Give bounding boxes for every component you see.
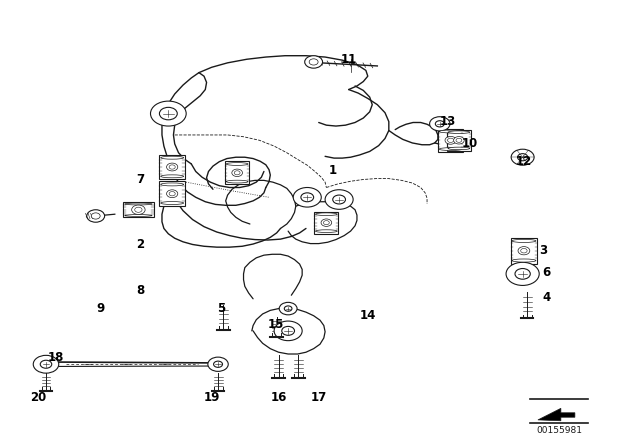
Circle shape	[274, 321, 302, 340]
Circle shape	[40, 360, 52, 368]
Circle shape	[92, 213, 100, 219]
Bar	[123, 202, 154, 217]
Circle shape	[159, 108, 177, 120]
Circle shape	[166, 163, 178, 171]
Ellipse shape	[439, 130, 462, 133]
Ellipse shape	[448, 131, 470, 134]
Ellipse shape	[512, 259, 536, 262]
Text: 7: 7	[136, 173, 145, 186]
Circle shape	[150, 101, 186, 126]
Circle shape	[305, 56, 323, 68]
Text: 8: 8	[136, 284, 145, 297]
Circle shape	[435, 121, 444, 127]
Ellipse shape	[316, 213, 337, 215]
Ellipse shape	[439, 148, 462, 151]
Ellipse shape	[227, 163, 248, 165]
Circle shape	[518, 154, 528, 161]
Text: 6: 6	[542, 267, 550, 280]
Bar	[438, 129, 463, 152]
Text: 3: 3	[539, 244, 547, 257]
Circle shape	[456, 138, 462, 142]
Bar	[159, 155, 185, 179]
Ellipse shape	[161, 183, 184, 186]
Circle shape	[169, 192, 175, 196]
Polygon shape	[538, 408, 575, 421]
Circle shape	[279, 302, 297, 315]
Circle shape	[214, 361, 223, 367]
Text: 19: 19	[204, 391, 220, 404]
Circle shape	[132, 205, 145, 215]
Text: 4: 4	[542, 291, 550, 304]
Bar	[159, 181, 185, 206]
Circle shape	[323, 220, 329, 225]
Text: 16: 16	[270, 391, 287, 404]
Circle shape	[166, 190, 178, 198]
Ellipse shape	[316, 230, 337, 233]
Text: 5: 5	[217, 302, 225, 315]
Circle shape	[515, 268, 531, 279]
Circle shape	[321, 219, 332, 226]
Circle shape	[301, 193, 314, 202]
Circle shape	[511, 149, 534, 165]
Circle shape	[333, 195, 346, 204]
Ellipse shape	[161, 156, 184, 159]
Ellipse shape	[512, 239, 536, 242]
Circle shape	[454, 137, 464, 144]
Bar	[314, 211, 339, 234]
Circle shape	[135, 207, 142, 212]
Circle shape	[33, 355, 59, 373]
Ellipse shape	[161, 175, 184, 178]
Circle shape	[293, 188, 321, 207]
Circle shape	[429, 116, 450, 131]
Text: 00155981: 00155981	[536, 426, 582, 435]
Circle shape	[309, 59, 318, 65]
Text: 20: 20	[30, 391, 47, 404]
Circle shape	[518, 246, 530, 255]
Bar	[447, 129, 471, 151]
Ellipse shape	[448, 147, 470, 150]
Circle shape	[506, 262, 540, 285]
Text: 11: 11	[340, 53, 357, 66]
Bar	[511, 238, 538, 263]
Text: 18: 18	[47, 351, 64, 364]
Circle shape	[284, 306, 292, 311]
Ellipse shape	[161, 202, 184, 204]
Text: 9: 9	[96, 302, 104, 315]
Circle shape	[87, 210, 104, 222]
Circle shape	[282, 327, 294, 335]
Text: 12: 12	[516, 155, 532, 168]
Text: 13: 13	[439, 115, 456, 128]
Text: 1: 1	[329, 164, 337, 177]
Circle shape	[445, 136, 456, 144]
Ellipse shape	[227, 180, 248, 183]
Circle shape	[447, 138, 454, 142]
Text: 2: 2	[136, 237, 145, 250]
Text: 14: 14	[360, 309, 376, 322]
Circle shape	[208, 357, 228, 371]
Circle shape	[325, 190, 353, 209]
Bar	[225, 161, 249, 185]
Ellipse shape	[125, 215, 152, 216]
Text: 10: 10	[461, 138, 478, 151]
Text: 15: 15	[268, 318, 284, 331]
Text: 17: 17	[310, 391, 327, 404]
Ellipse shape	[125, 203, 152, 205]
Circle shape	[234, 171, 240, 175]
Circle shape	[169, 165, 175, 169]
Circle shape	[232, 169, 243, 177]
Circle shape	[521, 249, 527, 253]
